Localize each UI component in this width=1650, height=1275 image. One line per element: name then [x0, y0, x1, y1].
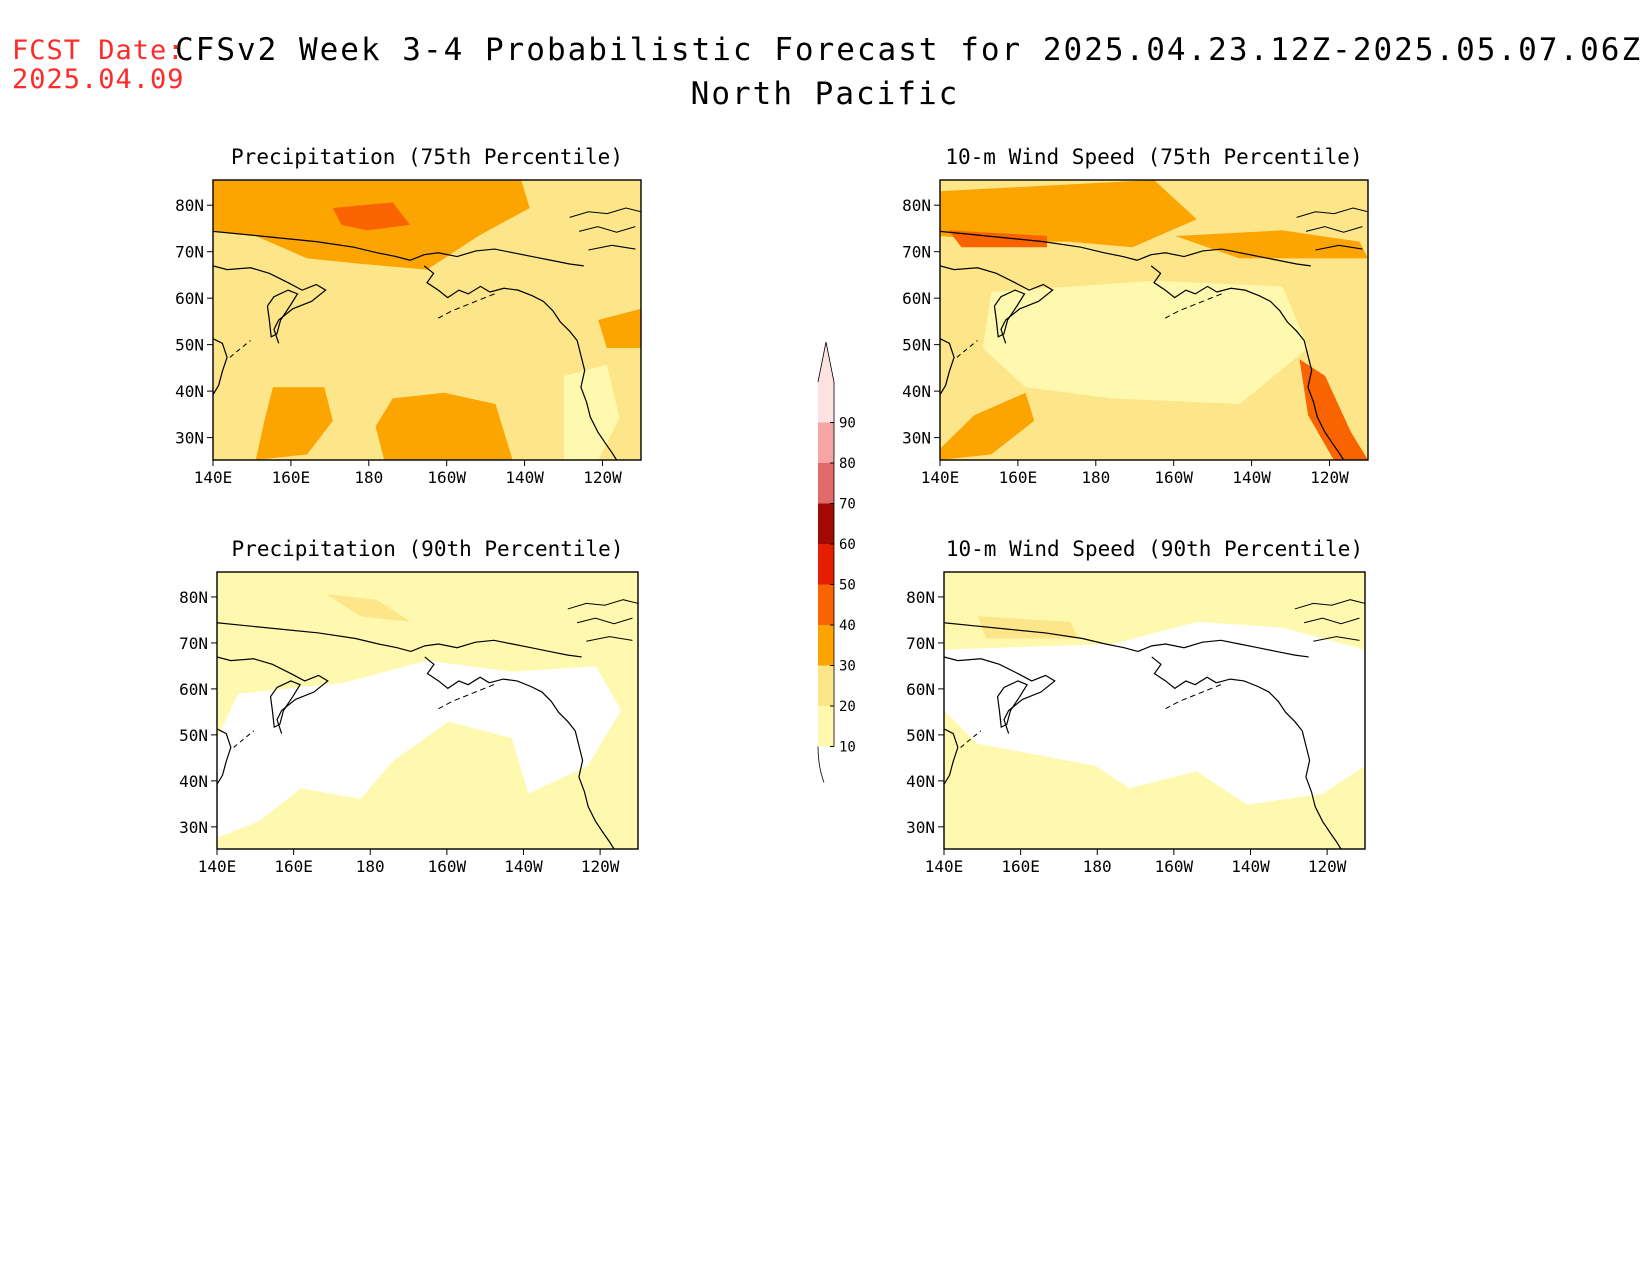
- lat-tick-label: 60N: [906, 680, 935, 699]
- map-panel-wind-90: 10-m Wind Speed (90th Percentile) 80N 70N 6…: [906, 537, 1366, 876]
- colorbar-label: 30: [839, 659, 856, 675]
- lon-tick-label: 180: [1081, 468, 1110, 487]
- lat-tick-label: 80N: [906, 588, 935, 607]
- lat-tick-label: 70N: [179, 634, 208, 653]
- lat-tick-label: 70N: [902, 243, 931, 262]
- lat-tick-label: 30N: [179, 818, 208, 837]
- colorbar-label: 40: [839, 618, 856, 634]
- lon-tick-label: 140E: [194, 468, 233, 487]
- panel-title: Precipitation (75th Percentile): [231, 145, 623, 169]
- map-title: CFSv2 Week 3-4 Probabilistic Forecast fo…: [175, 32, 1643, 68]
- fcst-label: FCST Date:: [12, 35, 185, 66]
- lat-tick-label: 50N: [175, 336, 204, 355]
- lat-tick-label: 50N: [902, 336, 931, 355]
- colorbar-label: 80: [839, 456, 856, 472]
- lat-tick-label: 60N: [175, 289, 204, 308]
- colorbar-label: 60: [839, 537, 856, 553]
- lon-tick-label: 120W: [583, 468, 622, 487]
- lon-tick-label: 180: [1083, 857, 1112, 876]
- lon-tick-label: 140E: [921, 468, 960, 487]
- lon-tick-label: 160E: [274, 857, 313, 876]
- lat-tick-label: 40N: [179, 772, 208, 791]
- probability-shading: [944, 572, 1365, 849]
- panel-frame: [939, 179, 1369, 461]
- colorbar-label: 20: [839, 699, 856, 715]
- lon-tick-label: 120W: [1310, 468, 1349, 487]
- lat-tick-label: 50N: [179, 726, 208, 745]
- lon-tick-label: 180: [354, 468, 383, 487]
- lat-tick-label: 80N: [902, 196, 931, 215]
- lon-tick-label: 120W: [581, 857, 620, 876]
- colorbar-label: 50: [839, 578, 856, 594]
- panel-frame: [216, 571, 639, 850]
- lat-tick-label: 80N: [179, 588, 208, 607]
- lat-tick-label: 30N: [906, 818, 935, 837]
- lat-tick-label: 60N: [902, 289, 931, 308]
- lon-tick-label: 140E: [925, 857, 964, 876]
- colorbar-swatch: [818, 625, 834, 666]
- lon-tick-label: 160E: [1001, 857, 1040, 876]
- lat-tick-label: 70N: [175, 243, 204, 262]
- colorbar-swatch: [818, 544, 834, 585]
- lon-tick-label: 160E: [272, 468, 311, 487]
- lon-tick-label: 160W: [428, 857, 467, 876]
- lon-tick-label: 140W: [505, 468, 544, 487]
- colorbar-label: 10: [839, 740, 856, 756]
- panel-title: 10-m Wind Speed (90th Percentile): [946, 537, 1363, 561]
- colorbar-swatch: [818, 463, 834, 504]
- lat-tick-label: 70N: [906, 634, 935, 653]
- lon-tick-label: 120W: [1308, 857, 1347, 876]
- lon-tick-label: 140W: [1231, 857, 1270, 876]
- panel-frame: [943, 571, 1366, 850]
- fcst-date: 2025.04.09: [12, 64, 185, 95]
- map-panel-precip-90: Precipitation (90th Percentile) 80N 70N 60N…: [179, 537, 639, 876]
- lon-tick-label: 140W: [504, 857, 543, 876]
- colorbar-swatch: [818, 665, 834, 706]
- lat-tick-label: 60N: [179, 680, 208, 699]
- colorbar-label: 70: [839, 497, 856, 513]
- lat-tick-label: 30N: [175, 429, 204, 448]
- lon-tick-label: 140E: [198, 857, 237, 876]
- probability-shading: [213, 180, 641, 460]
- probability-shading: [217, 572, 638, 849]
- map-panel-wind-75: 10-m Wind Speed (75th Percentile) 80N 70N 6…: [902, 145, 1369, 487]
- probability-shading: [940, 180, 1368, 460]
- lon-tick-label: 160W: [1155, 857, 1194, 876]
- colorbar-swatch: [818, 422, 834, 463]
- lon-tick-label: 140W: [1232, 468, 1271, 487]
- lat-tick-label: 40N: [175, 382, 204, 401]
- lon-tick-label: 160E: [999, 468, 1038, 487]
- colorbar-swatch: [818, 503, 834, 544]
- lat-tick-label: 40N: [906, 772, 935, 791]
- fcst-date-label: FCST Date: 2025.04.09: [12, 36, 185, 94]
- lat-tick-label: 30N: [902, 429, 931, 448]
- lat-tick-label: 40N: [902, 382, 931, 401]
- panel-title: 10-m Wind Speed (75th Percentile): [945, 145, 1362, 169]
- colorbar-label: 90: [839, 416, 856, 432]
- panel-title: Precipitation (90th Percentile): [232, 537, 624, 561]
- lat-tick-label: 80N: [175, 196, 204, 215]
- lon-tick-label: 180: [356, 857, 385, 876]
- colorbar-swatch: [818, 584, 834, 625]
- colorbar-swatch: [818, 706, 834, 747]
- lon-tick-label: 160W: [1154, 468, 1193, 487]
- lat-tick-label: 50N: [906, 726, 935, 745]
- lon-tick-label: 160W: [427, 468, 466, 487]
- map-panel-precip-75: Precipitation (75th Percentile) 80N 70N 60N…: [175, 145, 642, 487]
- colorbar-swatch: [818, 382, 834, 423]
- region-title: North Pacific: [690, 76, 960, 112]
- panel-frame: [212, 179, 642, 461]
- colorbar: 10 20 30 40 50 60 70 80 90: [817, 341, 856, 783]
